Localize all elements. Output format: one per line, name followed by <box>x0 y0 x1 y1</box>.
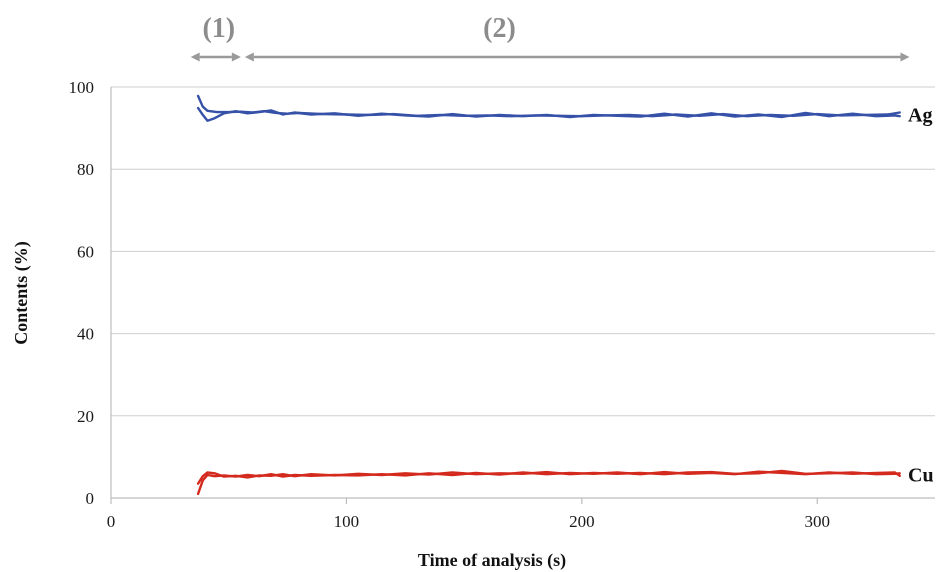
y-tick-label: 20 <box>77 407 94 426</box>
phase-2-arrow-head-left <box>244 52 254 62</box>
y-tick-label: 100 <box>69 78 95 97</box>
x-tick-label: 300 <box>805 512 831 531</box>
axes <box>110 87 935 504</box>
phase-1-label: (1) <box>202 13 235 44</box>
series-labels: Ag Cu <box>908 105 934 487</box>
y-tick-label: 80 <box>77 160 94 179</box>
series-label-cu: Cu <box>908 465 934 487</box>
horizontal-gridlines <box>111 86 935 417</box>
phase-annotations: (1) (2) <box>190 13 910 62</box>
y-tick-label: 0 <box>86 489 95 508</box>
y-tick-label: 40 <box>77 325 94 344</box>
phase-2-arrow-head-right <box>900 52 910 62</box>
series-cu-run-2-line <box>196 469 901 485</box>
y-tick-label: 60 <box>77 242 94 261</box>
phase-2-label: (2) <box>483 13 516 44</box>
x-tick-label: 0 <box>107 512 116 531</box>
tick-labels: 0 20 40 60 80 100 0 100 200 300 <box>69 78 831 531</box>
x-axis-title: Time of analysis (s) <box>418 550 566 571</box>
data-series <box>196 94 901 496</box>
x-tick-label: 200 <box>569 512 595 531</box>
x-tick-label: 100 <box>334 512 360 531</box>
phase-1-arrow-head-right <box>231 52 241 62</box>
phase-1-arrow-head-left <box>190 52 200 62</box>
series-label-ag: Ag <box>908 105 932 127</box>
y-axis-title: Contents (%) <box>11 241 32 345</box>
series-ag-run-2-line <box>196 106 901 122</box>
